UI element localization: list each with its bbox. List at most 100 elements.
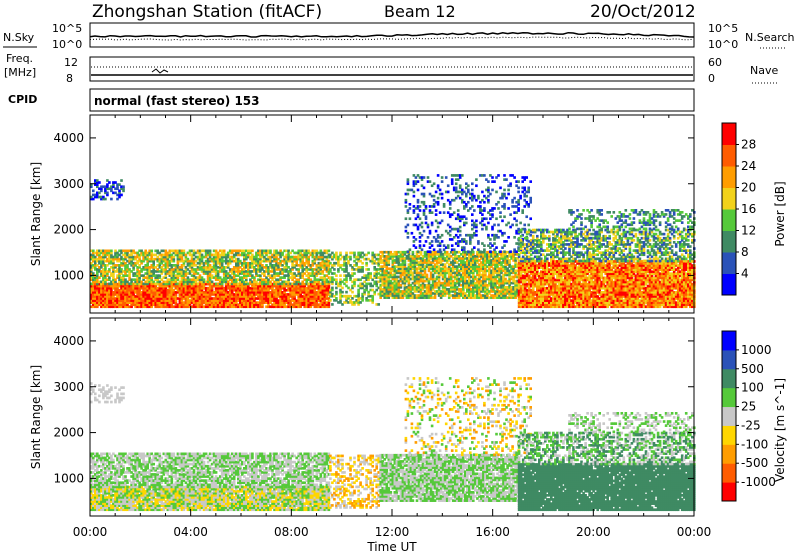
echo-cell [438, 248, 442, 252]
echo-cell [162, 305, 166, 309]
echo-cell [172, 295, 176, 298]
echo-cell [100, 305, 103, 309]
echo-cell [108, 301, 111, 304]
freq-tick-top: 12 [64, 56, 78, 69]
echo-cell [176, 297, 180, 300]
echo-cell [160, 303, 164, 307]
echo-cell [94, 288, 97, 292]
echo-cell [120, 299, 123, 302]
echo-cell [184, 301, 188, 304]
echo-cell [216, 293, 220, 296]
echo-cell [154, 284, 158, 288]
echo-cell [90, 291, 93, 294]
echo-cell [166, 288, 170, 292]
echo-cell [164, 297, 168, 300]
echo-cell [249, 297, 252, 300]
echo-cell [243, 303, 246, 307]
echo-cell [108, 303, 111, 307]
echo-cell [96, 297, 99, 300]
echo-cell [204, 293, 208, 296]
echo-cell [142, 291, 145, 294]
echo-cell [112, 297, 115, 300]
echo-cell [422, 186, 426, 190]
echo-cell [267, 299, 270, 302]
noise-left-tick-top: 10^5 [52, 22, 82, 35]
echo-cell [206, 291, 210, 294]
echo-cell [416, 180, 420, 183]
echo-cell [106, 293, 109, 296]
echo-cell [98, 282, 101, 286]
echo-cell [224, 297, 228, 300]
echo-cell [206, 282, 210, 286]
echo-cell [267, 303, 270, 307]
echo-cell [194, 297, 198, 300]
echo-cell [196, 295, 200, 298]
echo-cell [267, 288, 270, 292]
echo-cell [106, 288, 109, 292]
echo-cell [104, 301, 107, 304]
nave-tick-bottom: 0 [708, 72, 715, 85]
echo-cell [124, 305, 127, 309]
echo-cell [172, 299, 176, 302]
echo-cell [259, 305, 262, 309]
echo-cell [110, 303, 113, 307]
echo-cell [440, 196, 444, 200]
echo-cell [120, 297, 123, 300]
echo-cell [112, 286, 115, 290]
echo-cell [475, 184, 478, 188]
echo-cell [154, 295, 158, 298]
echo-cell [144, 284, 148, 288]
echo-cell [202, 293, 206, 296]
echo-cell [196, 303, 200, 307]
echo-cell [255, 301, 258, 304]
echo-cell [194, 295, 198, 298]
echo-cell [124, 293, 127, 296]
echo-cell [134, 291, 137, 294]
echo-cell [120, 301, 123, 304]
echo-cell [146, 295, 150, 298]
echo-cell [425, 273, 429, 277]
echo-cell [128, 288, 131, 292]
echo-cell [208, 288, 212, 292]
echo-cell [458, 225, 462, 229]
echo-cell [190, 291, 194, 294]
echo-cell [222, 299, 226, 302]
echo-cell [128, 291, 131, 294]
echo-cell [259, 291, 262, 294]
echo-cell [164, 301, 168, 304]
echo-cell [148, 303, 152, 307]
echo-cell [259, 297, 262, 300]
echo-cell [120, 293, 123, 296]
echo-cell [436, 174, 440, 177]
echo-cell [120, 291, 123, 294]
echo-cell [237, 303, 240, 307]
echo-cell [426, 176, 430, 179]
echo-cell [434, 209, 438, 212]
echo-cell [204, 291, 208, 294]
echo-cell [126, 291, 129, 294]
echo-cell [188, 303, 192, 307]
echo-cell [208, 293, 212, 296]
echo-cell [247, 301, 250, 304]
echo-cell [222, 286, 226, 290]
echo-cell [132, 288, 135, 292]
echo-cell [118, 295, 121, 298]
echo-cell [369, 272, 373, 275]
echo-cell [130, 284, 133, 288]
echo-cell [218, 297, 222, 300]
echo-cell [214, 305, 218, 309]
echo-cell [481, 213, 484, 216]
echo-cell [164, 305, 168, 309]
echo-cell [434, 229, 438, 233]
echo-cell [110, 301, 113, 304]
echo-cell [184, 297, 188, 300]
echo-cell [228, 293, 232, 296]
echo-cell [220, 297, 224, 300]
echo-cell [120, 303, 123, 307]
echo-cell [267, 295, 270, 298]
echo-cell [239, 299, 242, 302]
echo-cell [170, 303, 174, 307]
echo-cell [222, 295, 226, 298]
echo-cell [261, 291, 264, 294]
echo-cell [440, 233, 444, 237]
